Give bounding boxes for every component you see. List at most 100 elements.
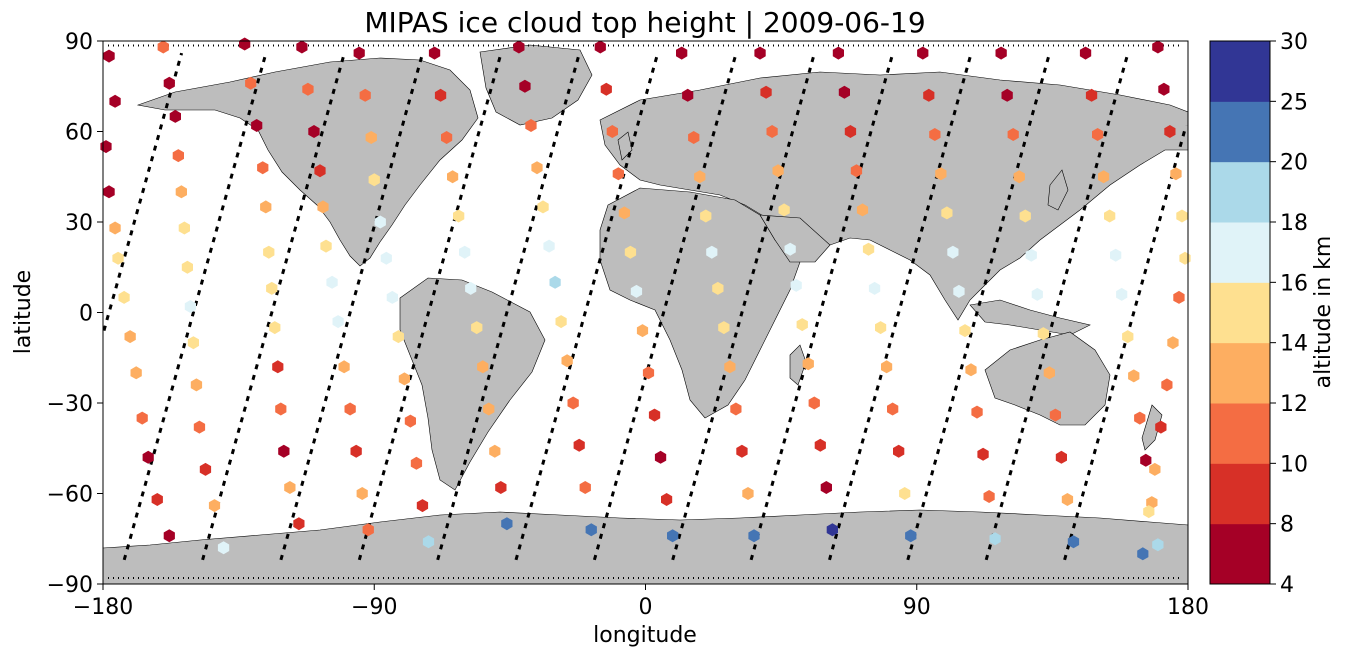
cloud-point <box>1104 209 1116 223</box>
y-tick-label: −90 <box>47 573 93 598</box>
cloud-point <box>748 529 760 543</box>
cloud-point <box>103 49 115 63</box>
cloud-point <box>404 414 416 428</box>
cloud-point <box>796 318 808 332</box>
cloud-point <box>1061 493 1074 506</box>
cloud-point <box>1085 88 1098 102</box>
colorbar-bin <box>1210 222 1270 283</box>
cloud-point <box>350 444 362 458</box>
colorbar-tick-label: 18 <box>1280 211 1308 236</box>
cloud-point <box>606 125 618 138</box>
cloud-point <box>519 79 531 93</box>
cloud-point <box>184 300 196 313</box>
cloud-point <box>706 245 718 259</box>
cloud-point <box>163 76 175 90</box>
colorbar-label: altitude in km <box>1311 236 1336 389</box>
cloud-point <box>730 402 742 416</box>
cloud-point <box>983 490 995 503</box>
cloud-point <box>742 487 754 500</box>
cloud-point <box>881 360 893 374</box>
land-africa <box>599 187 801 419</box>
cloud-point <box>1134 411 1146 425</box>
cloud-point <box>190 378 203 392</box>
y-axis-ticks: 90 60 30 0 −30 −60 −90 <box>47 30 103 598</box>
cloud-point <box>151 493 163 506</box>
cloud-point <box>1152 538 1164 552</box>
cloud-point <box>712 281 724 295</box>
orbit-tracks <box>102 44 1188 579</box>
cloud-point <box>561 354 573 368</box>
colorbar-tick-label: 16 <box>1280 271 1308 296</box>
cloud-point <box>642 366 655 380</box>
cloud-point <box>374 215 386 229</box>
cloud-point <box>1170 167 1182 181</box>
cloud-point <box>163 529 175 543</box>
cloud-point <box>567 396 579 410</box>
cloud-point <box>820 481 832 494</box>
cloud-point <box>525 119 537 132</box>
x-axis-ticks: −180 −90 0 90 180 <box>73 584 1209 620</box>
cloud-point <box>1055 450 1067 464</box>
colorbar-bin <box>1210 342 1270 404</box>
cloud-point <box>1079 46 1092 60</box>
cloud-point <box>965 363 977 377</box>
cloud-point <box>359 88 371 102</box>
cloud-point <box>543 239 555 253</box>
cloud-point <box>1013 170 1025 184</box>
cloud-point <box>1007 128 1019 141</box>
cloud-point <box>1158 82 1170 96</box>
cloud-point <box>802 357 814 371</box>
cloud-point <box>844 125 857 138</box>
cloud-point <box>661 493 673 506</box>
cloud-point <box>278 444 290 458</box>
cloud-point <box>109 221 121 235</box>
cloud-point <box>682 88 694 102</box>
cloud-point <box>667 529 679 543</box>
cloud-point <box>398 372 410 386</box>
y-tick-label: 30 <box>65 211 93 236</box>
y-tick-label: 60 <box>65 121 93 146</box>
cloud-point <box>648 408 661 422</box>
cloud-point <box>718 321 730 335</box>
cloud-point <box>1037 327 1049 341</box>
cloud-point <box>766 125 778 138</box>
cloud-point <box>495 481 507 494</box>
cloud-point <box>314 164 326 178</box>
cloud-point <box>269 321 281 335</box>
cloud-point <box>1098 170 1110 184</box>
cloud-point <box>434 88 447 102</box>
cloud-point <box>1167 336 1179 350</box>
map-plot-area <box>100 37 1191 585</box>
cloud-point <box>109 94 121 108</box>
land-madagascar <box>789 344 807 386</box>
cloud-point <box>959 324 971 338</box>
cloud-point <box>688 131 700 144</box>
cloud-point <box>636 324 649 338</box>
cloud-point <box>193 420 206 434</box>
cloud-point <box>1067 535 1080 549</box>
land-masses <box>102 44 1189 585</box>
cloud-point <box>947 245 959 259</box>
cloud-point <box>612 167 624 181</box>
colorbar-bin <box>1210 41 1270 102</box>
cloud-point <box>989 532 1001 546</box>
cloud-point <box>790 278 802 292</box>
cloud-point <box>887 402 899 416</box>
cloud-point <box>1164 125 1176 138</box>
colorbar-tick-label: 14 <box>1280 332 1308 357</box>
cloud-point <box>386 290 398 304</box>
land-japan <box>1047 169 1069 211</box>
cloud-point <box>531 161 543 175</box>
y-tick-label: −30 <box>47 392 93 417</box>
cloud-point <box>365 131 377 144</box>
cloud-point <box>760 85 772 99</box>
x-tick-label: −180 <box>73 595 133 620</box>
cloud-point <box>471 321 483 335</box>
cloud-point <box>245 76 257 90</box>
chart-title: MIPAS ice cloud top height | 2009-06-19 <box>364 6 925 39</box>
cloud-point <box>392 330 404 344</box>
cloud-point <box>263 245 275 259</box>
cloud-point <box>1155 420 1167 434</box>
cloud-point <box>1128 369 1140 383</box>
cloud-point <box>808 396 820 410</box>
